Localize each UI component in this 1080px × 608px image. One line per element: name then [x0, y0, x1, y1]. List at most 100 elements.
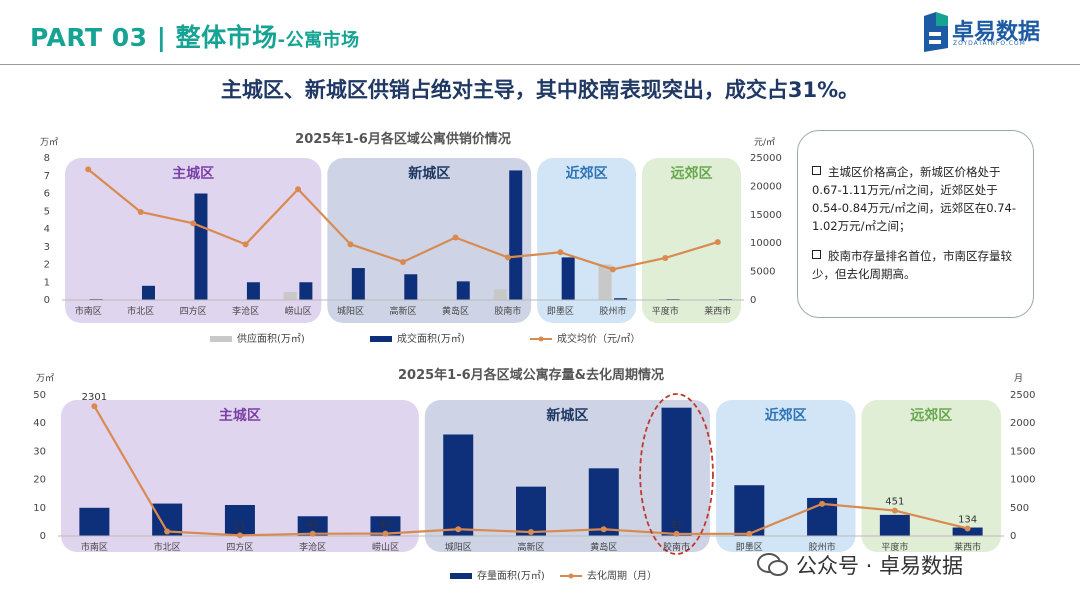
- zone-label: 主城区: [219, 407, 261, 424]
- x-tick-label: 崂山区: [372, 542, 399, 553]
- zone-label: 近郊区: [566, 165, 608, 182]
- bar: [194, 193, 208, 300]
- wechat-icon: [757, 553, 788, 576]
- zone-label: 新城区: [408, 165, 450, 182]
- line-point: [891, 507, 898, 514]
- left-tick-label: 40: [33, 418, 46, 429]
- chart-title: 2025年1-6月各区域公寓供销价情况: [295, 131, 511, 147]
- legend-swatch: [450, 573, 472, 579]
- x-tick-label: 高新区: [517, 541, 544, 553]
- bar: [370, 516, 401, 536]
- left-axis-unit: 万㎡: [40, 137, 58, 148]
- legend-label: 成交均价（元/㎡）: [557, 332, 640, 345]
- bar: [661, 407, 692, 536]
- line-data-label: 11: [234, 521, 247, 532]
- right-tick-label: 2500: [1010, 390, 1035, 401]
- line-point: [137, 208, 144, 215]
- zone-label: 主城区: [172, 165, 214, 182]
- bar: [734, 485, 765, 536]
- x-tick-label: 黄岛区: [590, 541, 617, 553]
- right-tick-label: 0: [1010, 531, 1016, 542]
- legend-label: 成交面积(万㎡): [397, 332, 465, 345]
- right-tick-label: 25000: [750, 153, 782, 164]
- bar: [598, 264, 612, 300]
- legend-label: 供应面积(万㎡): [237, 332, 305, 345]
- left-tick-label: 1: [44, 277, 50, 288]
- logo-mark-icon: [924, 12, 948, 52]
- line-point: [819, 500, 826, 507]
- x-tick-label: 平度市: [652, 305, 679, 317]
- left-tick-label: 10: [33, 503, 46, 514]
- line-point: [295, 186, 302, 193]
- right-tick-label: 20000: [750, 181, 782, 192]
- left-tick-label: 5: [44, 206, 50, 217]
- right-tick-label: 5000: [750, 267, 775, 278]
- bar: [404, 274, 418, 300]
- part-number: PART 03: [30, 23, 148, 52]
- bar: [297, 516, 328, 536]
- left-tick-label: 2: [44, 260, 50, 271]
- header-rule: [0, 64, 1080, 65]
- headline: 主城区、新城区供销占绝对主导，其中胶南表现突出，成交占31%。: [220, 78, 860, 102]
- x-tick-label: 平度市: [881, 541, 908, 553]
- line-data-label: 41: [306, 520, 319, 531]
- bar: [879, 514, 910, 536]
- x-tick-label: 城阳区: [337, 306, 364, 317]
- highlight-ellipse: [639, 393, 714, 555]
- zone-background: [861, 400, 1001, 552]
- x-tick-label: 市北区: [154, 541, 181, 553]
- line-point: [347, 241, 354, 248]
- x-tick-label: 市北区: [127, 305, 154, 317]
- line-data-label: 451: [885, 497, 904, 508]
- x-tick-label: 四方区: [226, 541, 253, 553]
- line-point: [609, 266, 616, 273]
- line-point: [190, 220, 197, 227]
- right-tick-label: 1500: [1010, 446, 1035, 457]
- legend-swatch-dot: [568, 573, 574, 579]
- line-point: [85, 166, 92, 173]
- right-axis-unit: 月: [1014, 373, 1023, 384]
- line-point: [504, 254, 511, 261]
- bar: [246, 282, 260, 300]
- x-tick-label: 即墨区: [736, 542, 763, 553]
- notes-box: 主城区价格高企，新城区价格处于0.67-1.11万元/㎡之间，近郊区处于0.54…: [797, 130, 1034, 318]
- x-tick-label: 城阳区: [445, 542, 472, 553]
- x-tick-label: 即墨区: [547, 306, 574, 317]
- line-point: [600, 526, 607, 533]
- note-price-text: 主城区价格高企，新城区价格处于0.67-1.11万元/㎡之间，近郊区处于0.54…: [812, 165, 1016, 233]
- line-point: [964, 525, 971, 532]
- note-price: 主城区价格高企，新城区价格处于0.67-1.11万元/㎡之间，近郊区处于0.54…: [812, 163, 1017, 235]
- line-point: [673, 530, 680, 537]
- x-tick-label: 莱西市: [704, 305, 731, 317]
- line-point: [164, 528, 171, 535]
- line-point: [662, 254, 669, 261]
- left-tick-label: 8: [44, 153, 50, 164]
- legend-swatch: [210, 336, 232, 342]
- right-tick-label: 500: [1010, 503, 1029, 514]
- x-tick-label: 黄岛区: [442, 305, 469, 317]
- zone-background: [642, 158, 741, 323]
- logo-url: ZOYDATAINFO.COM: [953, 40, 1026, 47]
- line-point: [746, 530, 753, 537]
- zone-label: 近郊区: [765, 407, 807, 424]
- bar: [79, 507, 110, 536]
- watermark-text: 公众号 · 卓易数据: [796, 554, 964, 578]
- line-point: [382, 530, 389, 537]
- bar: [141, 285, 155, 300]
- left-tick-label: 20: [33, 475, 46, 486]
- x-tick-label: 莱西市: [954, 541, 981, 553]
- logo-name: 卓易数据: [952, 20, 1041, 45]
- bar: [588, 468, 619, 536]
- line-data-label: 2301: [82, 392, 107, 403]
- line-data-label: 42: [379, 520, 392, 531]
- bullet-square-icon: [812, 250, 821, 259]
- zone-background: [61, 400, 419, 552]
- bar: [443, 434, 474, 536]
- left-tick-label: 7: [44, 171, 50, 182]
- bar: [283, 292, 297, 300]
- x-tick-label: 胶南市: [663, 541, 690, 553]
- right-tick-label: 0: [750, 295, 756, 306]
- x-tick-label: 李沧区: [299, 541, 326, 553]
